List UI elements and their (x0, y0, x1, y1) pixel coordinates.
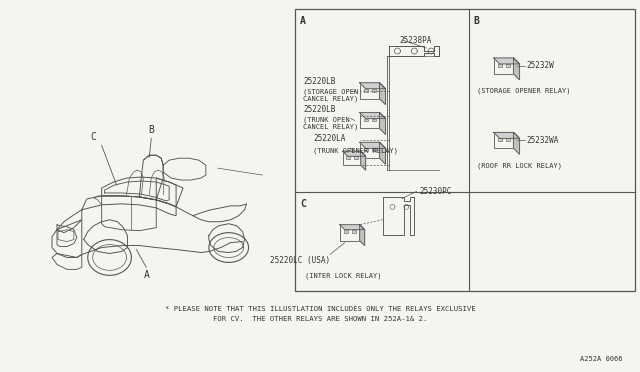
Text: (ROOF RR LOCK RELAY): (ROOF RR LOCK RELAY) (477, 162, 562, 169)
Bar (360, 113, 380, 128)
Polygon shape (383, 197, 414, 235)
Polygon shape (156, 178, 183, 207)
Polygon shape (163, 158, 206, 180)
Text: 25232W: 25232W (527, 61, 554, 70)
Polygon shape (52, 220, 82, 257)
Bar (372, 148, 376, 151)
Text: (STORAGE OPENER RELAY): (STORAGE OPENER RELAY) (477, 88, 570, 94)
Text: B: B (148, 125, 154, 135)
Text: A: A (300, 16, 306, 26)
Polygon shape (380, 113, 385, 134)
Polygon shape (340, 225, 365, 230)
Polygon shape (52, 253, 82, 269)
Text: (TRUNK OPENER RELAY): (TRUNK OPENER RELAY) (313, 147, 398, 154)
Polygon shape (380, 142, 385, 164)
Bar (506, 64, 509, 67)
Polygon shape (82, 196, 176, 216)
Text: A: A (143, 270, 149, 280)
Polygon shape (513, 132, 520, 154)
Text: 25220LB: 25220LB (303, 77, 335, 86)
Polygon shape (360, 113, 385, 119)
Bar (340, 225, 360, 241)
Text: A252A 0066: A252A 0066 (580, 356, 623, 362)
Text: C: C (91, 132, 97, 142)
Bar (346, 156, 350, 159)
Text: (INTER LOCK RELAY): (INTER LOCK RELAY) (305, 272, 381, 279)
Polygon shape (102, 177, 176, 207)
Bar (360, 142, 380, 158)
Text: 25220LA: 25220LA (313, 134, 346, 143)
Bar (372, 119, 376, 122)
Bar (493, 58, 513, 74)
Text: 25220LB: 25220LB (303, 105, 335, 113)
Text: (STORAGE OPEN: (STORAGE OPEN (303, 89, 358, 95)
Polygon shape (513, 58, 520, 80)
Bar (364, 119, 367, 122)
Text: * PLEASE NOTE THAT THIS ILLUSTLATION INCLUDES ONLY THE RELAYS EXCLUSIVE: * PLEASE NOTE THAT THIS ILLUSTLATION INC… (164, 306, 476, 312)
Bar (506, 138, 509, 141)
Bar (498, 64, 502, 67)
Bar (364, 148, 367, 151)
Polygon shape (343, 151, 365, 156)
Bar (364, 89, 367, 92)
Polygon shape (387, 56, 390, 170)
Text: CANCEL RELAY): CANCEL RELAY) (303, 124, 358, 130)
Bar (498, 138, 502, 141)
Polygon shape (390, 46, 439, 56)
Text: 25232WA: 25232WA (527, 136, 559, 145)
Text: FOR CV.  THE OTHER RELAYS ARE SHOWN IN 252A-1& 2.: FOR CV. THE OTHER RELAYS ARE SHOWN IN 25… (213, 316, 427, 322)
Text: 25230PC: 25230PC (419, 187, 452, 196)
Polygon shape (380, 83, 385, 105)
Bar (343, 151, 361, 165)
Polygon shape (493, 58, 520, 64)
Polygon shape (360, 142, 385, 148)
Polygon shape (360, 83, 385, 89)
Bar (354, 156, 358, 159)
Bar (295, 9, 635, 291)
Text: (TRUNK OPEN: (TRUNK OPEN (303, 116, 350, 123)
Text: CANCEL RELAY): CANCEL RELAY) (303, 96, 358, 102)
Bar (344, 230, 348, 232)
Bar (493, 132, 513, 148)
Text: 25220LC (USA): 25220LC (USA) (270, 256, 330, 266)
Polygon shape (493, 132, 520, 138)
Polygon shape (360, 225, 365, 246)
Bar (360, 83, 380, 99)
Bar (352, 230, 356, 232)
Text: C: C (300, 199, 306, 209)
Polygon shape (140, 155, 163, 200)
Text: 25238PA: 25238PA (399, 36, 432, 45)
Polygon shape (361, 151, 365, 170)
Polygon shape (57, 210, 82, 232)
Bar (372, 89, 376, 92)
Text: B: B (474, 16, 480, 26)
